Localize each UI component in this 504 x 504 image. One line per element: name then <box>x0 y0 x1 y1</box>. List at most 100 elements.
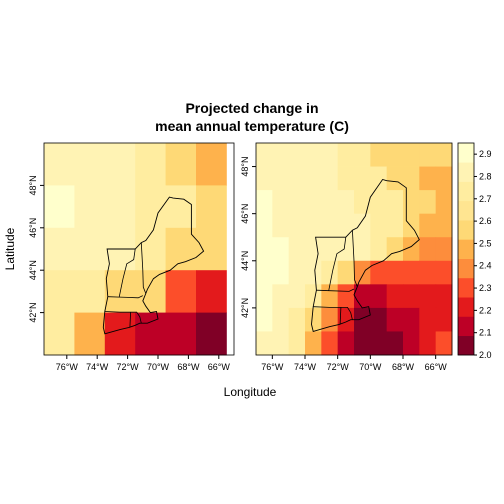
heatmap-cell <box>256 260 273 285</box>
colorbar-swatch <box>458 277 474 298</box>
heatmap-cell <box>435 237 453 262</box>
heatmap-cell <box>44 185 75 229</box>
heatmap-cell <box>403 260 420 285</box>
heatmap-cell <box>321 190 339 215</box>
y-tick-label: 48°N <box>28 175 38 195</box>
heatmap-cell <box>272 213 290 238</box>
heatmap-cell <box>386 331 404 356</box>
heatmap-cell <box>288 307 306 332</box>
heatmap-cell <box>74 312 106 356</box>
heatmap-cell <box>196 143 227 186</box>
heatmap-cell <box>370 237 388 262</box>
x-tick-label: 70°W <box>147 362 170 372</box>
new-england-outline <box>102 196 205 335</box>
panel-frame <box>255 142 453 356</box>
heatmap-cell <box>419 307 437 332</box>
heatmap-cell <box>288 284 306 309</box>
heatmap-cell <box>196 227 227 271</box>
heatmap-cell <box>272 237 290 262</box>
heatmap-cell <box>288 237 306 262</box>
heatmap-cell <box>305 166 322 191</box>
heatmap-cell <box>354 331 371 356</box>
colorbar-swatch <box>458 335 474 356</box>
heatmap-cell <box>419 260 437 285</box>
heatmap-cell <box>305 143 322 167</box>
state-border <box>107 295 143 299</box>
heatmap-cell <box>74 185 106 229</box>
heatmap-cell <box>256 331 273 356</box>
heatmap-cell <box>354 166 371 191</box>
colorbar-tick-label: 2.6 <box>479 216 492 226</box>
heatmap-cell <box>354 260 371 285</box>
y-tick-label: 42°N <box>240 298 250 318</box>
heatmap-cell <box>165 270 197 313</box>
heatmap-cell <box>321 166 339 191</box>
colorbar-tick-label: 2.8 <box>479 171 492 181</box>
heatmap-cell <box>135 185 166 229</box>
heatmap-cell <box>74 143 106 186</box>
map-panel-fine: 76°W 74°W 72°W 70°W 68°W 66°W 42°N 44°N 46°N 48°N <box>240 142 453 372</box>
heatmap-cell <box>403 143 420 167</box>
heatmap-cell <box>305 190 322 215</box>
colorbar-tick-label: 2.2 <box>479 305 492 315</box>
state-border <box>352 230 358 287</box>
colorbar-swatch <box>458 316 474 337</box>
x-tick-label: 68°W <box>392 362 415 372</box>
heatmap-cell <box>419 190 437 215</box>
heatmap-cell <box>386 284 404 309</box>
heatmap-cell <box>370 143 388 167</box>
heatmap-cell <box>370 284 388 309</box>
x-tick-label: 66°W <box>425 362 448 372</box>
heatmap-cell <box>337 143 355 167</box>
heatmap-cell <box>435 213 453 238</box>
colorbar-swatch <box>458 297 474 317</box>
heatmap-cell <box>435 190 453 215</box>
heatmap-cell <box>305 213 322 238</box>
heatmap-cell <box>370 331 388 356</box>
x-axis-label: Longitude <box>224 385 277 399</box>
heatmap-cell <box>321 143 339 167</box>
state-border <box>339 307 342 325</box>
heatmap-cell <box>256 284 273 309</box>
state-border <box>104 311 142 324</box>
heatmap-cell <box>354 237 371 262</box>
y-tick-label: 46°N <box>28 218 38 238</box>
y-tick-label: 44°N <box>240 251 250 271</box>
heatmap-cell <box>403 190 420 215</box>
colorbar-tick-label: 2.4 <box>479 261 492 271</box>
heatmap-cell <box>288 143 306 167</box>
heatmap-cell <box>196 270 227 313</box>
state-border <box>129 312 131 328</box>
heatmap-cell <box>370 213 388 238</box>
heatmap-cell <box>370 166 388 191</box>
heatmap-cell <box>288 260 306 285</box>
heatmap-cell <box>337 213 355 238</box>
heatmap-cell <box>321 237 339 262</box>
heatmap-cell <box>44 143 75 186</box>
heatmap-cell <box>403 166 420 191</box>
heatmap-cells <box>44 143 227 356</box>
heatmap-cell <box>435 307 453 332</box>
heatmap-cell <box>272 307 290 332</box>
heatmap-cell <box>256 213 273 238</box>
heatmap-cell <box>386 213 404 238</box>
colorbar-tick-label: 2.1 <box>479 328 492 338</box>
heatmap-cell <box>386 260 404 285</box>
heatmap-cell <box>370 190 388 215</box>
heatmap-cell <box>272 260 290 285</box>
heatmap-cell <box>370 307 388 332</box>
heatmap-cell <box>44 270 75 313</box>
title-line-1: Projected change in <box>185 100 318 116</box>
heatmap-cell <box>305 237 322 262</box>
heatmap-cell <box>403 331 420 356</box>
colorbar-tick-label: 2.9 <box>479 149 492 159</box>
heatmap-cells <box>256 143 453 356</box>
heatmap-cell <box>435 284 453 309</box>
x-tick-label: 74°W <box>294 362 317 372</box>
y-tick-label: 46°N <box>240 204 250 224</box>
heatmap-cell <box>135 312 166 356</box>
heatmap-cell <box>165 312 197 356</box>
colorbar-frame <box>457 142 475 356</box>
heatmap-cell <box>386 143 404 167</box>
panel-frame <box>43 142 235 356</box>
